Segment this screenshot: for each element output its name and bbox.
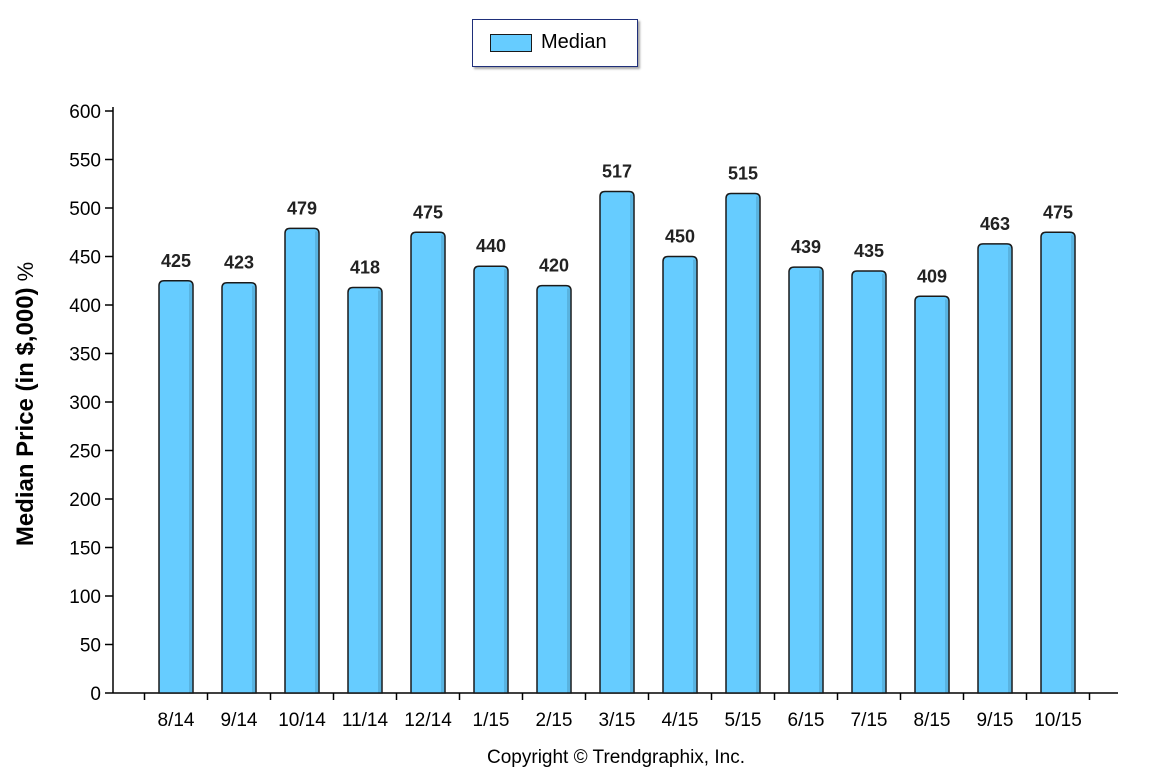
bar <box>158 280 194 694</box>
bar-shade <box>756 196 759 693</box>
y-tick-label: 50 <box>80 636 101 657</box>
y-tick-label: 400 <box>69 296 101 317</box>
bar-shade <box>945 299 948 693</box>
bar-value-label: 439 <box>791 237 821 257</box>
bar <box>347 286 383 694</box>
bar-shade <box>819 270 822 693</box>
bar <box>1040 231 1076 694</box>
y-axis-unit: % <box>13 261 38 282</box>
bar-value-label: 517 <box>602 162 632 182</box>
bar-value-label: 463 <box>980 214 1010 234</box>
bar <box>536 284 572 694</box>
bar-value-label: 479 <box>287 198 317 218</box>
bar-shade <box>882 274 885 693</box>
bar-shade <box>189 283 192 693</box>
bar-value-label: 418 <box>350 258 380 278</box>
x-tick-label: 9/15 <box>977 710 1014 731</box>
x-tick-label: 1/15 <box>473 710 510 731</box>
bar-shade <box>1008 246 1011 693</box>
x-tick-label: 7/15 <box>851 710 888 731</box>
x-tick-label: 3/15 <box>599 710 636 731</box>
x-tick-label: 5/15 <box>725 710 762 731</box>
bar <box>221 281 257 694</box>
x-tick-label: 11/14 <box>342 710 389 731</box>
y-tick-label: 450 <box>69 248 101 269</box>
copyright-text: Copyright © Trendgraphix, Inc. <box>487 747 745 768</box>
y-tick-label: 200 <box>69 490 101 511</box>
y-tick-label: 300 <box>69 393 101 414</box>
bar-shade <box>441 235 444 693</box>
x-tick-label: 4/15 <box>662 710 699 731</box>
bar <box>725 192 761 694</box>
bar <box>284 227 320 694</box>
bar <box>788 266 824 694</box>
bar <box>977 243 1013 694</box>
y-tick-label: 350 <box>69 345 101 366</box>
bar-shade <box>504 269 507 693</box>
x-tick-label: 12/14 <box>404 710 452 731</box>
bar-value-label: 515 <box>728 163 758 183</box>
y-axis-label: Median Price (in $,000) <box>12 287 39 547</box>
bar <box>914 295 950 694</box>
bar <box>473 265 509 694</box>
bar-value-label: 440 <box>476 236 506 256</box>
x-tick-label: 9/14 <box>221 710 258 731</box>
y-tick-label: 100 <box>69 587 101 608</box>
bar-shade <box>630 194 633 693</box>
x-tick-label: 8/14 <box>158 710 195 731</box>
bar-value-label: 425 <box>161 251 191 271</box>
bar <box>851 270 887 694</box>
x-tick-label: 8/15 <box>914 710 951 731</box>
legend: Median <box>472 19 638 67</box>
bar-value-label: 423 <box>224 253 254 273</box>
legend-label: Median <box>541 31 607 53</box>
y-tick-label: 150 <box>69 539 101 560</box>
bar <box>599 190 635 694</box>
bar-value-label: 409 <box>917 266 947 286</box>
y-tick-label: 250 <box>69 442 101 463</box>
x-tick-label: 2/15 <box>536 710 573 731</box>
bar-value-label: 450 <box>665 227 695 247</box>
bar-value-label: 475 <box>1043 202 1073 222</box>
y-tick-label: 600 <box>69 102 101 123</box>
bar-shade <box>693 259 696 693</box>
x-tick-label: 10/15 <box>1034 710 1082 731</box>
x-tick-label: 10/14 <box>278 710 326 731</box>
bar <box>410 231 446 694</box>
bar-value-label: 420 <box>539 256 569 276</box>
bar-shade <box>1071 235 1074 693</box>
x-tick-label: 6/15 <box>788 710 825 731</box>
legend-swatch <box>490 34 532 52</box>
bar-shade <box>567 288 570 693</box>
bar-shade <box>315 231 318 693</box>
bar-value-label: 475 <box>413 202 443 222</box>
bar-shade <box>252 285 255 693</box>
bar-shade <box>378 290 381 693</box>
y-axis-title: Median Price (in $,000)% <box>12 262 40 546</box>
bar <box>662 255 698 694</box>
y-tick-label: 500 <box>69 199 101 220</box>
y-tick-label: 550 <box>69 151 101 172</box>
y-tick-label: 0 <box>90 684 101 705</box>
bar-value-label: 435 <box>854 241 884 261</box>
